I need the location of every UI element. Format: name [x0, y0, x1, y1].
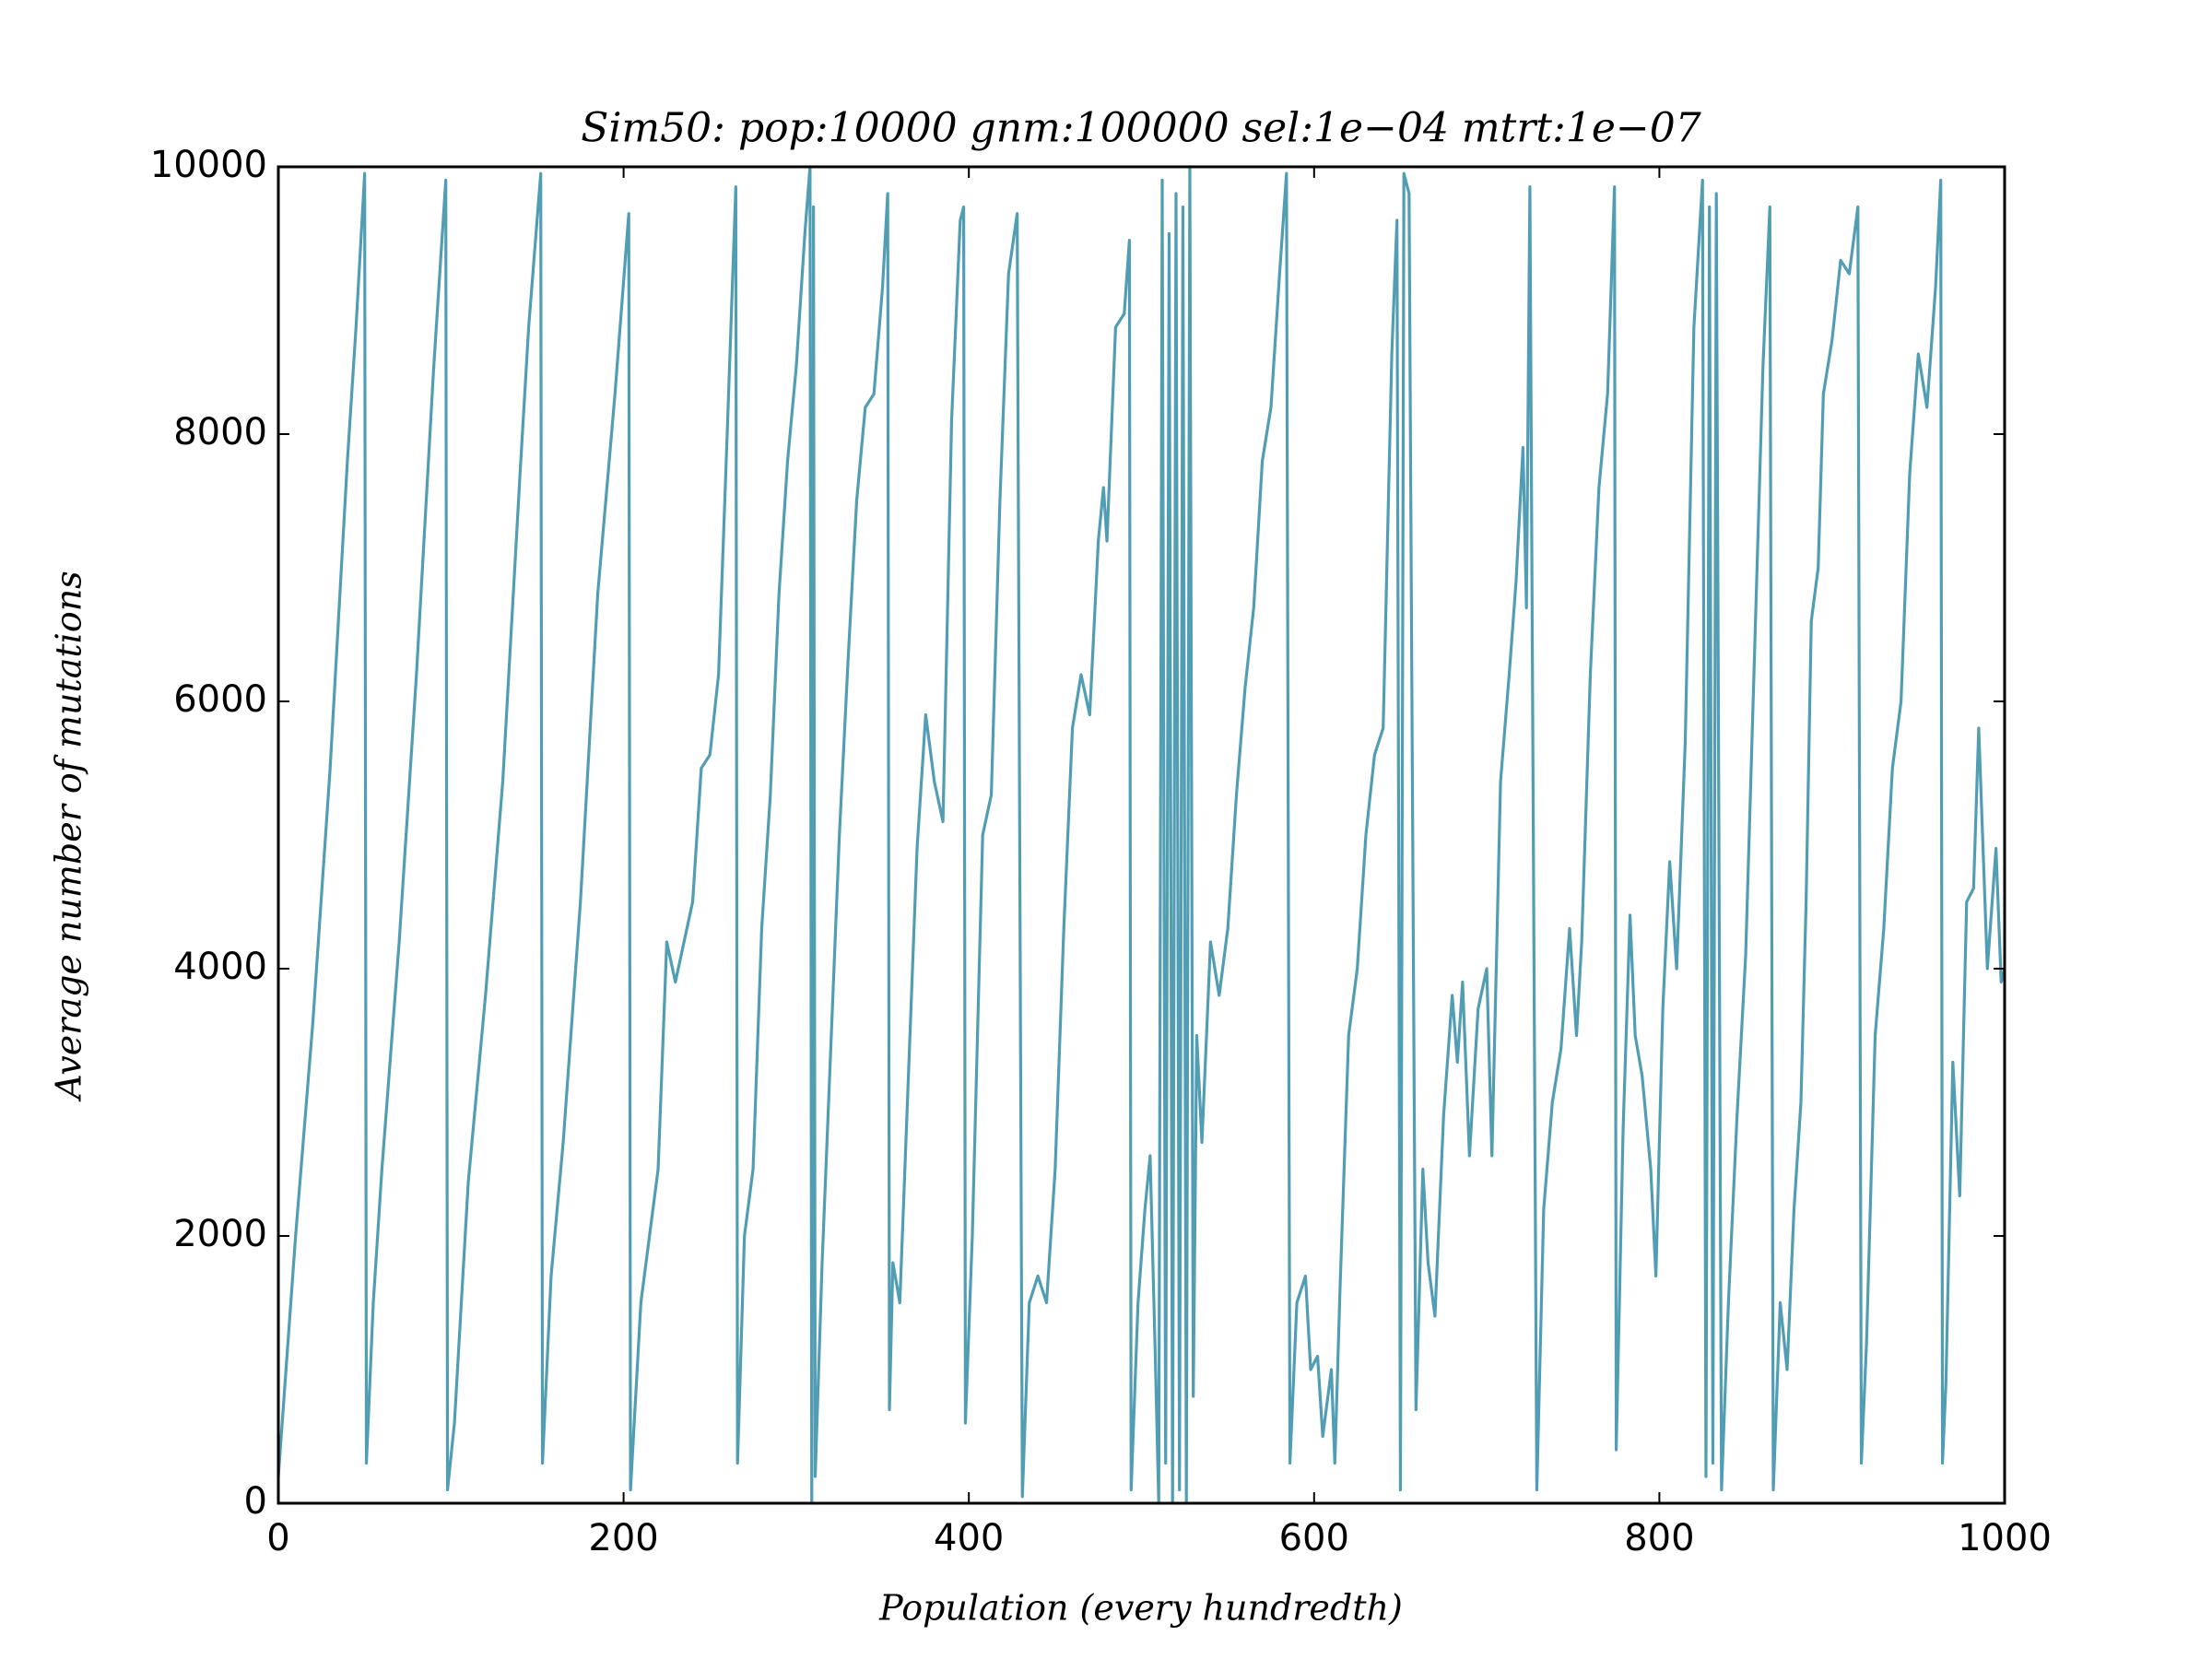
data-line [276, 165, 2006, 1505]
y-tick-label: 10000 [150, 144, 267, 186]
x-tick-label: 600 [1279, 1517, 1349, 1559]
y-tick-label: 2000 [173, 1213, 267, 1255]
y-tick-label: 8000 [173, 411, 267, 453]
x-tick-label: 200 [588, 1517, 658, 1559]
x-tick-label: 800 [1624, 1517, 1694, 1559]
x-axis-label: Population (every hundredth) [878, 1588, 1403, 1629]
chart-title: Sim50: pop:10000 gnm:100000 sel:1e−04 mt… [581, 105, 1701, 152]
y-tick-label: 4000 [173, 946, 267, 988]
plot-frame [276, 165, 2006, 1505]
x-tick-label: 0 [266, 1517, 289, 1559]
y-axis-label: Average number of mutations [49, 571, 89, 1101]
x-tick-label: 1000 [1958, 1517, 2052, 1559]
y-tick-label: 6000 [173, 678, 267, 721]
x-tick-label: 400 [934, 1517, 1004, 1559]
y-tick-label: 0 [244, 1480, 267, 1523]
